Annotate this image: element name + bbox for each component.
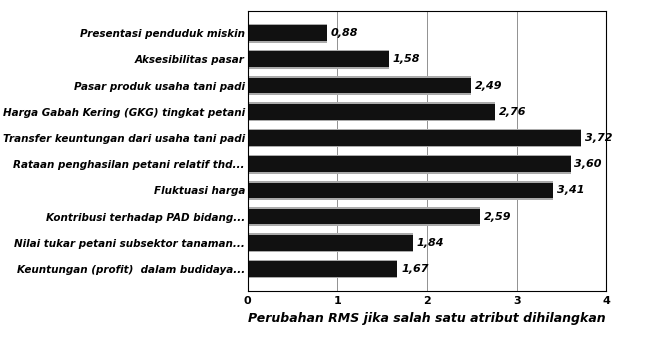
Bar (248, 78, 471, 94)
Bar (248, 233, 413, 252)
Bar (248, 25, 327, 41)
Text: 3,41: 3,41 (557, 185, 585, 195)
Text: 2,49: 2,49 (475, 80, 502, 91)
Bar (248, 261, 398, 277)
Bar (248, 182, 554, 198)
Text: 2,76: 2,76 (499, 107, 526, 117)
Bar (248, 156, 570, 172)
Bar (248, 51, 389, 67)
Bar (248, 104, 496, 120)
Bar (248, 76, 471, 95)
Text: 0,88: 0,88 (331, 28, 358, 38)
Text: 1,84: 1,84 (417, 238, 444, 248)
X-axis label: Perubahan RMS jika salah satu atribut dihilangkan: Perubahan RMS jika salah satu atribut di… (248, 312, 606, 325)
Bar (248, 181, 554, 200)
Text: 1,67: 1,67 (401, 264, 428, 274)
Text: 3,72: 3,72 (585, 133, 612, 143)
Bar (248, 50, 389, 69)
Bar (248, 155, 570, 174)
Bar (248, 235, 413, 251)
Bar (248, 207, 480, 226)
Bar (248, 102, 496, 121)
Bar (248, 128, 582, 147)
Text: 1,58: 1,58 (393, 54, 421, 64)
Bar (248, 260, 398, 278)
Bar (248, 130, 582, 146)
Text: 2,59: 2,59 (484, 211, 511, 222)
Bar (248, 209, 480, 225)
Text: 3,60: 3,60 (574, 159, 602, 169)
Bar (248, 24, 327, 43)
